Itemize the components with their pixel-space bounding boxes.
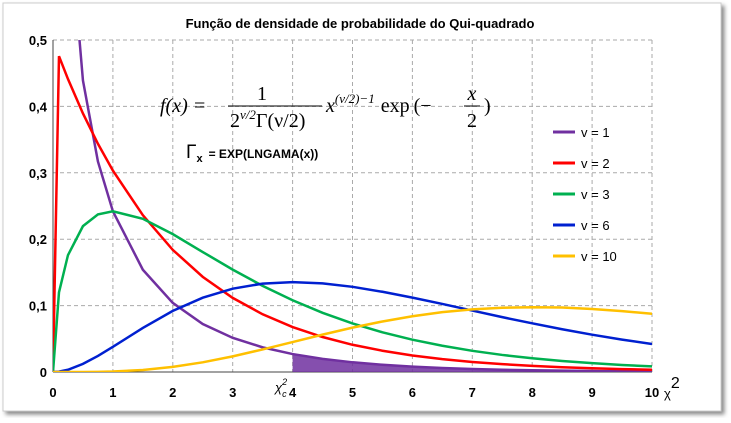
x-tick-label: 6 <box>409 385 416 400</box>
y-tick-label: 0 <box>40 365 47 380</box>
series <box>53 55 652 372</box>
series <box>53 210 652 372</box>
formula-part: ) <box>484 95 491 117</box>
legend-label: v = 10 <box>581 249 617 264</box>
x-axis-label: χ2 <box>664 375 680 401</box>
frame <box>2 2 722 412</box>
formula-part: x <box>325 95 335 117</box>
line <box>53 55 652 372</box>
formula-part: exp <box>381 95 410 117</box>
label-part: χ <box>274 380 283 395</box>
series <box>78 40 652 372</box>
chart-title: Função de densidade de probabilidade do … <box>186 16 535 31</box>
y-tick-label: 0,3 <box>29 166 47 181</box>
formula-part: (ν/2)−1 <box>335 91 375 106</box>
formula: f(x) = <box>160 95 206 117</box>
label-part: 2 <box>281 377 287 387</box>
formula-part: Γ(ν/2) <box>256 110 305 132</box>
y-tick-label: 0,2 <box>29 232 47 247</box>
formula: 1 <box>257 83 267 105</box>
line <box>53 280 652 372</box>
line <box>78 40 652 372</box>
formula: 2ν/2Γ(ν/2) <box>230 107 305 132</box>
formula-part: x <box>467 83 477 105</box>
x-tick-label: 4 <box>289 385 297 400</box>
formula: 2 <box>467 110 477 132</box>
note-part: Γ <box>186 142 196 163</box>
series <box>53 305 652 372</box>
line <box>53 305 652 372</box>
shaded-area <box>292 354 652 372</box>
gamma-note: Γx = EXP(LNGAMA(x)) <box>186 142 318 165</box>
legend-label: v = 3 <box>581 187 610 202</box>
x-tick-label: 5 <box>349 385 356 400</box>
legend-label: v = 2 <box>581 156 610 171</box>
label-part: χ <box>664 386 671 401</box>
formula-part: f(x) = <box>160 95 206 117</box>
x-tick-label: 10 <box>645 385 659 400</box>
x-tick-label: 1 <box>109 385 116 400</box>
formula-part: 2 <box>467 110 477 132</box>
series <box>53 280 652 372</box>
x-tick-label: 9 <box>588 385 595 400</box>
x-tick-label: 2 <box>169 385 176 400</box>
y-tick-label: 0,4 <box>29 99 48 114</box>
formula-part: 2 <box>230 110 240 132</box>
legend-label: v = 1 <box>581 125 610 140</box>
x-tick-label: 7 <box>469 385 476 400</box>
formula: x(ν/2)−1 exp (− <box>325 91 432 117</box>
note-part: = EXP(LNGAMA(x)) <box>209 147 319 161</box>
legend-label: v = 6 <box>581 218 610 233</box>
x-tick-label: 0 <box>49 385 56 400</box>
y-tick-label: 0,5 <box>29 33 47 48</box>
note-part: x <box>196 153 203 165</box>
line <box>53 210 652 372</box>
critical-label: χ2 c <box>274 377 287 399</box>
formula-part: (− <box>414 95 432 117</box>
formula-part: ν/2 <box>240 107 256 122</box>
label-part: c <box>282 389 287 399</box>
formula: ) <box>484 95 491 117</box>
x-tick-label: 8 <box>529 385 536 400</box>
formula-part: 1 <box>257 83 267 105</box>
formula: x <box>467 83 477 105</box>
label-part: 2 <box>671 375 680 392</box>
x-tick-label: 3 <box>229 385 236 400</box>
y-tick-label: 0,1 <box>29 299 47 314</box>
